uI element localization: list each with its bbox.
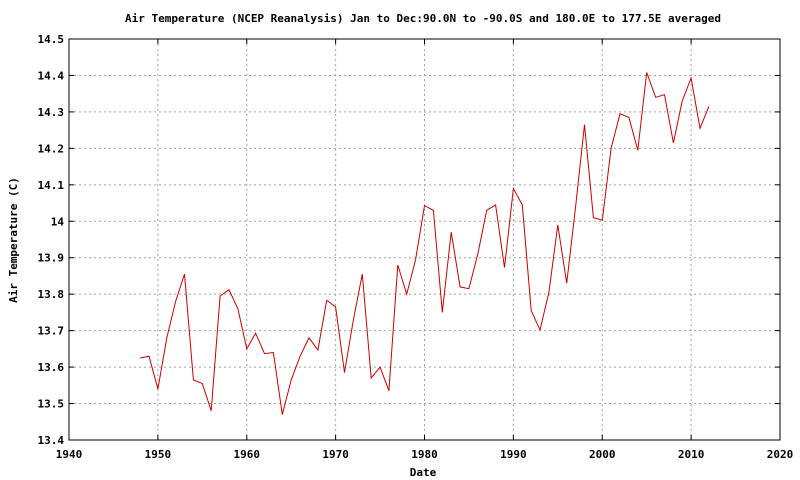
y-axis: 13.4 13.5 13.6 13.7 13.8 13.9 14 14.1 14.2 14.3 14… [38, 33, 780, 447]
y-tick-label: 13.7 [38, 325, 65, 338]
y-tick-label: 14.5 [38, 33, 65, 46]
x-tick-label: 2010 [678, 448, 705, 461]
x-tick-label: 2020 [767, 448, 794, 461]
x-axis-label: Date [410, 466, 437, 479]
x-tick-label: 2000 [589, 448, 616, 461]
y-tick-label: 13.9 [38, 252, 65, 265]
y-axis-label: Air Temperature (C) [7, 177, 20, 303]
x-tick-label: 1990 [500, 448, 527, 461]
x-tick-label: 1960 [234, 448, 261, 461]
y-tick-label: 13.6 [38, 361, 65, 374]
x-tick-label: 1970 [322, 448, 349, 461]
series [140, 72, 710, 415]
x-tick-label: 1940 [56, 448, 83, 461]
y-tick-label: 14.3 [38, 106, 65, 119]
y-tick-label: 13.5 [38, 398, 65, 411]
y-tick-label: 13.4 [38, 434, 65, 447]
y-tick-label: 13.8 [38, 288, 65, 301]
y-tick-label: 14.1 [38, 179, 65, 192]
y-tick-label: 14.4 [38, 69, 65, 82]
grid [68, 38, 781, 441]
x-tick-label: 1980 [411, 448, 438, 461]
x-tick-label: 1950 [145, 448, 172, 461]
y-tick-label: 14.2 [38, 142, 65, 155]
x-axis: 1940 1950 1960 1970 1980 1990 2000 2010 2020 [56, 39, 794, 461]
y-tick-label: 14 [51, 215, 65, 228]
series-line [140, 72, 710, 415]
chart-title: Air Temperature (NCEP Reanalysis) Jan to… [125, 12, 721, 25]
